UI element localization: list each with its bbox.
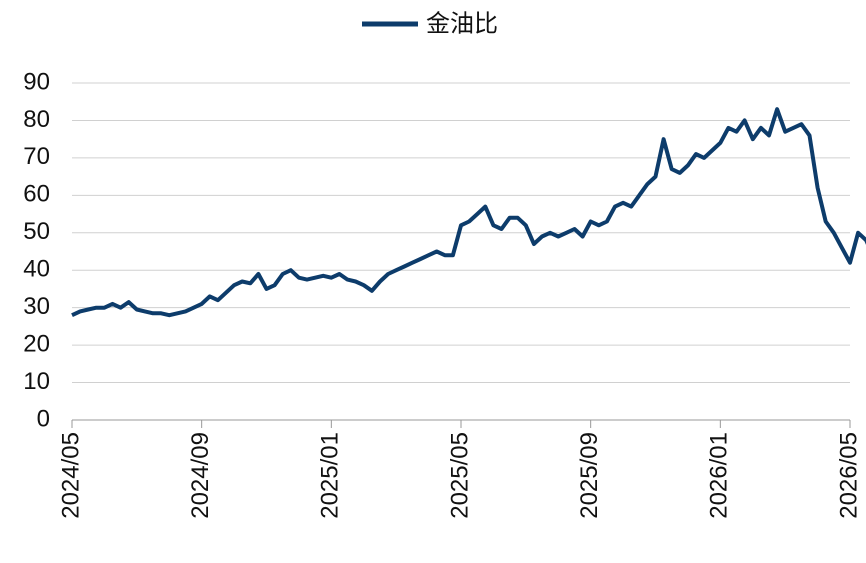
y-tick-label: 40 (23, 256, 50, 283)
y-tick-label: 0 (37, 405, 50, 432)
y-tick-label: 50 (23, 218, 50, 245)
x-tick-label: 2025/01 (317, 432, 344, 519)
y-tick-label: 10 (23, 368, 50, 395)
line-series (71, 107, 866, 318)
y-tick-label: 20 (23, 330, 50, 357)
y-tick-label: 60 (23, 181, 50, 208)
y-tick-label: 90 (23, 68, 50, 95)
x-tick-label: 2025/05 (446, 432, 473, 519)
y-tick-label: 80 (23, 106, 50, 133)
x-tick-label: 2026/01 (706, 432, 733, 519)
x-tick-label: 2026/05 (835, 432, 862, 519)
x-tick-label: 2025/09 (576, 432, 603, 519)
y-tick-label: 70 (23, 143, 50, 170)
y-tick-label: 30 (23, 293, 50, 320)
x-tick-label: 2024/09 (187, 432, 214, 519)
x-tick-label: 2024/05 (57, 432, 84, 519)
legend-label: 金油比 (426, 10, 498, 37)
